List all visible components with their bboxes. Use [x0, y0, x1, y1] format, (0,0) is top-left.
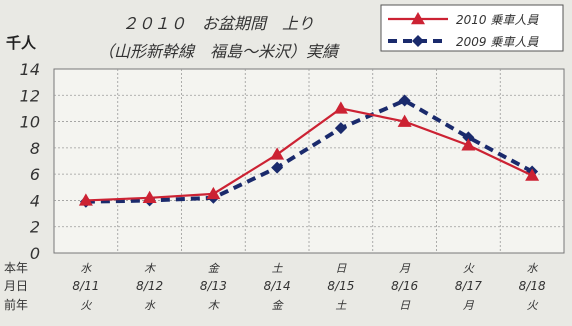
x-category-weekday: 水 — [80, 262, 92, 275]
x-category-date: 8/16 — [391, 279, 418, 293]
x-category-date: 8/11 — [72, 279, 99, 293]
x-row-label: 前年 — [4, 297, 28, 312]
legend-label: 2009 乗車人員 — [456, 35, 539, 49]
data-point — [462, 131, 475, 144]
x-category-weekday: 水 — [527, 262, 539, 275]
y-tick-label: 4 — [30, 191, 40, 210]
y-axis-unit-label: 千人 — [6, 34, 37, 52]
x-category-date: 8/17 — [455, 279, 482, 293]
y-tick-label: 12 — [20, 86, 40, 105]
series-0 — [78, 101, 540, 206]
x-category-prev_weekday: 金 — [272, 299, 285, 312]
legend-box — [380, 4, 564, 52]
y-tick-label: 10 — [20, 113, 40, 132]
x-category-date: 8/18 — [519, 279, 546, 293]
x-category-date: 8/13 — [200, 279, 227, 293]
legend: 2010 乗車人員 2009 乗車人員 — [380, 4, 564, 52]
legend-swatch-marker — [412, 35, 424, 47]
x-category-weekday: 金 — [208, 262, 221, 275]
plot-area — [53, 68, 565, 254]
data-point — [461, 138, 476, 151]
data-point — [206, 186, 221, 200]
x-category-weekday: 木 — [144, 262, 156, 275]
legend-swatch-marker — [411, 12, 425, 25]
series-line — [85, 107, 533, 202]
y-axis: 0 2 4 6 8 10 12 14 — [20, 60, 40, 263]
x-category-weekday: 土 — [272, 262, 284, 275]
x-category-weekday: 月 — [399, 262, 411, 275]
x-category-date: 8/15 — [327, 279, 354, 293]
data-point — [334, 122, 347, 135]
x-category-prev_weekday: 木 — [208, 299, 220, 312]
y-tick-label: 0 — [30, 244, 40, 263]
x-category-prev_weekday: 火 — [80, 299, 92, 312]
y-tick-label: 2 — [30, 218, 40, 237]
x-category-prev_weekday: 火 — [527, 299, 539, 312]
data-point — [78, 193, 93, 206]
data-point — [271, 161, 284, 174]
data-point — [333, 101, 348, 114]
x-category-prev_weekday: 水 — [144, 299, 156, 312]
x-axis: 本年月日前年水8/11火木8/12水金8/13木土8/14金日8/15土月8/1… — [4, 261, 546, 312]
data-point — [398, 94, 411, 107]
x-category-prev_weekday: 日 — [399, 299, 411, 312]
data-point — [525, 168, 540, 181]
legend-label: 2010 乗車人員 — [456, 13, 539, 27]
data-point — [397, 114, 412, 127]
series-layer — [78, 94, 540, 208]
y-tick-label: 14 — [20, 60, 40, 79]
x-category-weekday: 火 — [463, 262, 475, 275]
data-point — [270, 147, 285, 160]
x-row-label: 月日 — [4, 279, 28, 293]
data-point — [142, 190, 157, 204]
x-category-prev_weekday: 月 — [463, 299, 475, 312]
x-category-date: 8/14 — [264, 279, 291, 293]
y-tick-label: 8 — [30, 139, 40, 158]
x-row-label: 本年 — [4, 261, 28, 275]
x-category-weekday: 日 — [335, 262, 347, 275]
chart-title-line2: （山形新幹線 福島～米沢）実績 — [98, 42, 340, 61]
x-category-prev_weekday: 土 — [335, 299, 347, 312]
chart-title-line1: ２０１０ お盆期間 上り — [122, 14, 314, 33]
x-category-date: 8/12 — [136, 279, 163, 293]
y-tick-label: 6 — [30, 165, 40, 184]
